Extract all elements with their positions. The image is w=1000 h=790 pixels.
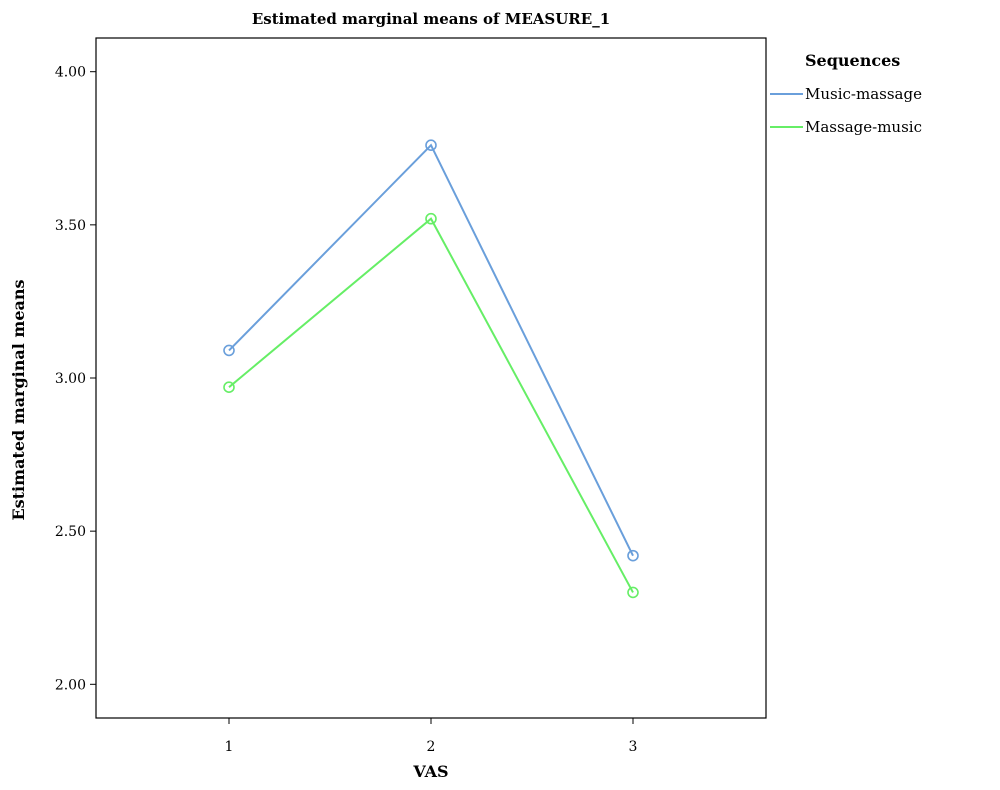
x-tick-label: 3 bbox=[629, 739, 638, 755]
y-tick-label: 3.00 bbox=[55, 371, 86, 387]
series-1-point bbox=[627, 549, 639, 562]
legend-item-label: Music-massage bbox=[805, 85, 922, 103]
series-2-point bbox=[425, 212, 437, 225]
y-axis: 2.00 2.50 3.00 3.50 4.00 bbox=[55, 65, 96, 693]
series-line-2 bbox=[228, 217, 634, 593]
series-1-point bbox=[425, 139, 437, 152]
x-axis-label: VAS bbox=[412, 762, 448, 781]
y-tick-label: 4.00 bbox=[55, 65, 86, 81]
x-tick-label: 1 bbox=[225, 739, 234, 755]
y-tick-label: 3.50 bbox=[55, 218, 86, 234]
legend: Sequences Music-massage Massage-music bbox=[770, 51, 922, 136]
x-axis: 1 2 3 bbox=[225, 718, 638, 755]
y-tick-label: 2.00 bbox=[55, 677, 86, 693]
legend-title: Sequences bbox=[805, 51, 900, 70]
series-2-point bbox=[627, 586, 639, 599]
series-line-1 bbox=[228, 143, 634, 557]
legend-item-label: Massage-music bbox=[805, 118, 922, 136]
x-tick-label: 2 bbox=[427, 739, 436, 755]
y-axis-label: Estimated marginal means bbox=[9, 279, 28, 520]
series-2-point bbox=[223, 381, 235, 393]
series-layer bbox=[223, 139, 639, 599]
series-1-point bbox=[223, 344, 235, 357]
y-tick-label: 2.50 bbox=[55, 524, 86, 540]
chart-title: Estimated marginal means of MEASURE_1 bbox=[252, 10, 610, 28]
